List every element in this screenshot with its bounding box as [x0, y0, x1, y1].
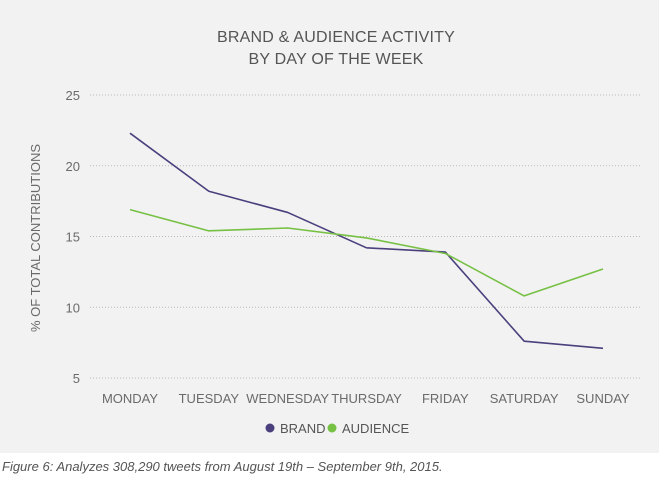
x-tick-label-friday: FRIDAY — [422, 391, 469, 406]
legend-marker-audience — [327, 423, 337, 433]
legend-marker-brand — [265, 423, 275, 433]
x-tick-label-tuesday: TUESDAY — [179, 391, 240, 406]
series-line-brand — [129, 132, 604, 350]
y-axis-label: % OF TOTAL CONTRIBUTIONS — [28, 144, 43, 332]
figure-caption: Figure 6: Analyzes 308,290 tweets from A… — [2, 459, 443, 474]
x-tick-label-wednesday: WEDNESDAY — [246, 391, 329, 406]
y-tick-label: 10 — [66, 300, 80, 315]
series-lines — [129, 132, 604, 350]
x-tick-label-thursday: THURSDAY — [331, 391, 402, 406]
chart-title-line-1: BRAND & AUDIENCE ACTIVITY — [217, 29, 455, 46]
x-tick-label-monday: MONDAY — [102, 391, 158, 406]
chart-title-line-2: BY DAY OF THE WEEK — [249, 51, 424, 68]
legend-label-audience: AUDIENCE — [342, 421, 410, 436]
x-tick-labels: MONDAY TUESDAY WEDNESDAY THURSDAY FRIDAY SATU… — [102, 391, 630, 406]
x-tick-label-sunday: SUNDAY — [576, 391, 630, 406]
line-chart: BRAND & AUDIENCE ACTIVITY BY DAY OF THE … — [28, 29, 640, 436]
grid-layer — [90, 94, 640, 379]
y-tick-label: 15 — [66, 230, 80, 245]
legend: BRAND AUDIENCE — [265, 421, 410, 436]
y-tick-labels: 5 10 15 20 25 — [66, 88, 80, 386]
y-tick-label: 25 — [66, 88, 80, 103]
y-tick-label: 5 — [73, 371, 80, 386]
x-tick-label-saturday: SATURDAY — [490, 391, 559, 406]
legend-label-brand: BRAND — [280, 421, 326, 436]
chart-panel: BRAND & AUDIENCE ACTIVITY BY DAY OF THE … — [0, 0, 659, 453]
y-tick-label: 20 — [66, 159, 80, 174]
series-line-audience — [129, 208, 604, 297]
